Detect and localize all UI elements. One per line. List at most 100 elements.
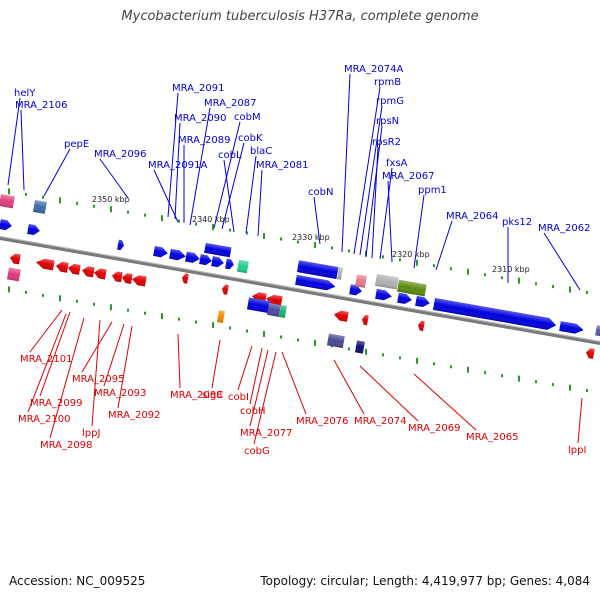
reverse-leader-line xyxy=(249,349,269,427)
forward-leader-line xyxy=(245,155,257,234)
forward-leader-line xyxy=(379,167,393,260)
forward-leader-line xyxy=(43,148,71,197)
tick-marks xyxy=(8,188,588,393)
upper-tick xyxy=(76,201,78,205)
reverse-gene xyxy=(216,310,225,324)
lower-tick xyxy=(501,374,503,378)
upper-tick xyxy=(518,277,520,284)
forward-gene-label: pks12 xyxy=(502,217,532,228)
lower-tick xyxy=(348,347,350,351)
lower-tick xyxy=(246,329,248,333)
upper-tick xyxy=(144,213,146,217)
scale-labels: 2350 kbp 2340 kbp 2330 kbp 2320 kbp 2310 kbp xyxy=(92,195,530,274)
forward-gene xyxy=(0,219,12,231)
upper-tick xyxy=(467,268,469,275)
reverse-gene xyxy=(418,320,425,332)
forward-gene xyxy=(336,267,343,280)
forward-leader-line xyxy=(353,86,381,255)
forward-gene-label: fxsA xyxy=(386,158,408,169)
lower-tick xyxy=(518,375,520,382)
lower-tick xyxy=(450,365,452,369)
forward-leader-line xyxy=(341,73,351,253)
forward-gene-label: MRA_2064 xyxy=(446,211,498,222)
gene-features xyxy=(0,194,600,359)
forward-gene-label: blaC xyxy=(250,146,272,157)
forward-gene-label: MRA_2067 xyxy=(382,171,434,182)
upper-tick xyxy=(535,282,537,286)
forward-leader-line xyxy=(174,122,181,220)
lower-tick xyxy=(161,313,163,320)
reverse-gene xyxy=(10,253,21,265)
reverse-gene-label: cobG xyxy=(244,446,270,457)
reverse-gene-label: cobH xyxy=(240,406,265,417)
reverse-gene-label: MRA_2088 xyxy=(170,390,222,401)
forward-leader-line xyxy=(223,159,235,233)
forward-leader-line xyxy=(371,146,379,259)
lower-tick xyxy=(280,335,282,339)
reverse-leader-line xyxy=(29,309,63,353)
forward-leader-line xyxy=(257,169,263,237)
reverse-leader-line xyxy=(103,323,125,387)
reverse-leader-line xyxy=(39,311,71,397)
upper-tick xyxy=(348,249,350,253)
forward-gene-label: MRA_2089 xyxy=(178,135,230,146)
reverse-leader-line xyxy=(577,397,583,444)
reverse-gene-label: MRA_2100 xyxy=(18,414,70,425)
upper-tick xyxy=(484,273,486,277)
upper-tick xyxy=(246,231,248,235)
reverse-gene xyxy=(266,294,283,307)
reverse-gene-label: MRA_2093 xyxy=(94,388,146,399)
scale-label: 2330 kbp xyxy=(292,233,330,242)
genome-backbone xyxy=(0,236,600,345)
forward-leader-line xyxy=(435,220,453,271)
upper-tick xyxy=(59,197,61,204)
forward-gene-label: MRA_2087 xyxy=(204,98,256,109)
reverse-gene-label: MRA_2099 xyxy=(30,398,82,409)
upper-tick xyxy=(399,258,401,262)
forward-gene xyxy=(117,239,124,251)
reverse-leader-line xyxy=(81,321,113,373)
lower-tick xyxy=(127,308,129,312)
forward-gene-label: MRA_2106 xyxy=(15,100,67,111)
reverse-gene-label: MRA_2074 xyxy=(354,416,406,427)
lower-tick xyxy=(467,366,469,373)
reverse-leader-line xyxy=(253,351,277,445)
lower-tick xyxy=(314,339,316,346)
forward-gene-label: rpsN xyxy=(376,116,399,127)
reverse-gene xyxy=(56,261,69,273)
forward-leader-line xyxy=(189,107,211,226)
map-title: Mycobacterium tuberculosis H37Ra, comple… xyxy=(121,9,479,24)
forward-gene-label: cobN xyxy=(308,187,333,198)
forward-gene-label: rpsR2 xyxy=(372,137,401,148)
reverse-leader-line xyxy=(237,345,253,391)
upper-tick xyxy=(263,233,265,240)
upper-tick xyxy=(195,222,197,226)
upper-tick xyxy=(586,291,588,295)
lower-tick xyxy=(382,353,384,357)
reverse-gene xyxy=(354,340,365,354)
scale-label: 2340 kbp xyxy=(192,215,230,224)
forward-gene xyxy=(375,288,392,301)
lower-tick xyxy=(93,302,95,306)
forward-leader-line xyxy=(7,97,21,186)
forward-leader-line xyxy=(213,121,241,229)
reverse-gene xyxy=(94,268,107,280)
reverse-gene-label: MRA_2076 xyxy=(296,416,348,427)
reverse-gene xyxy=(122,273,133,284)
upper-tick xyxy=(280,237,282,241)
reverse-leader-line xyxy=(281,351,307,415)
forward-gene-label: cobM xyxy=(234,112,261,123)
forward-gene xyxy=(595,325,600,337)
reverse-leader-line xyxy=(177,333,181,389)
reverse-leader-line xyxy=(413,373,477,431)
upper-tick xyxy=(93,204,95,208)
reverse-gene xyxy=(334,310,349,322)
upper-tick xyxy=(161,215,163,222)
forward-gene xyxy=(153,246,168,258)
lower-tick xyxy=(8,286,10,293)
forward-gene xyxy=(432,298,557,330)
reverse-leader-line xyxy=(333,359,365,415)
forward-gene xyxy=(295,274,336,291)
reverse-gene-label: MRA_2065 xyxy=(466,432,518,443)
